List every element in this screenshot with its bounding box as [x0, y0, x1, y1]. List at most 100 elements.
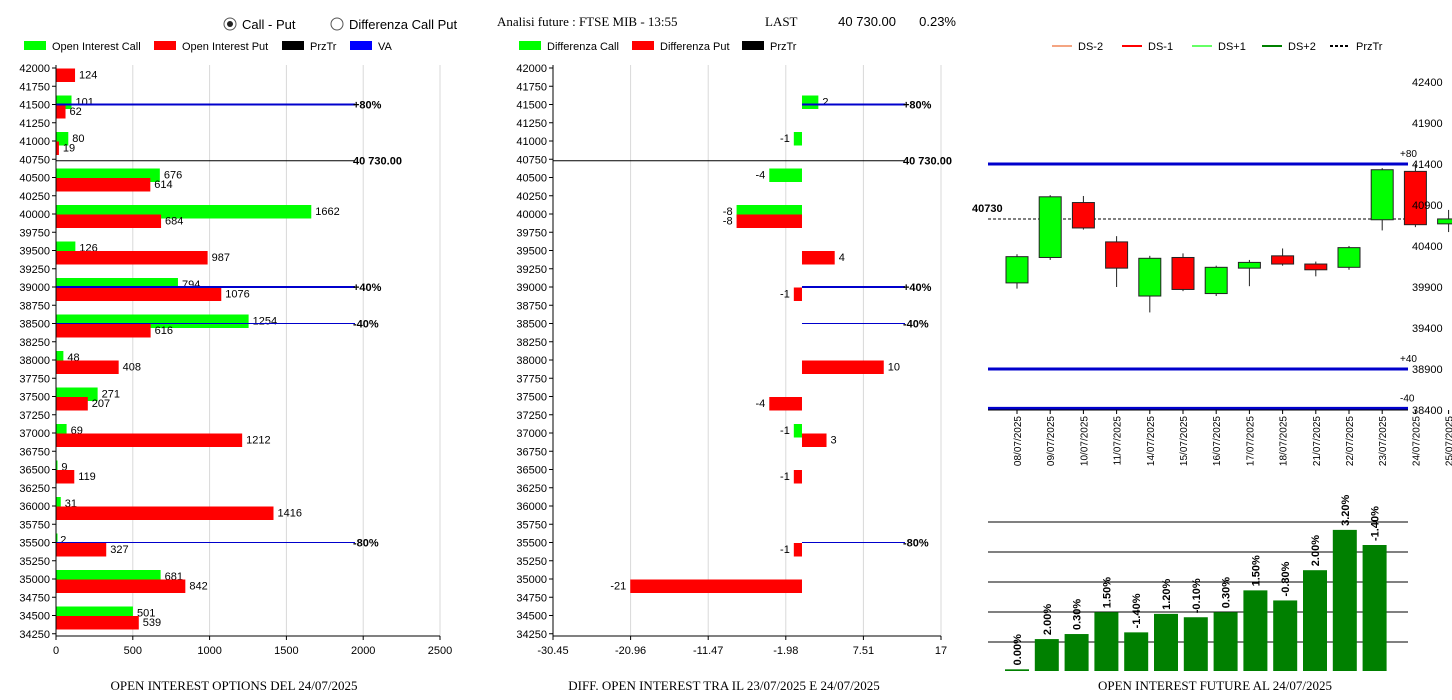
y-tick-label: 41250 — [516, 118, 547, 130]
candle-body — [1204, 266, 1228, 295]
call-bar — [56, 460, 58, 474]
y-tick-label: 38750 — [19, 300, 50, 312]
radio-button-icon[interactable] — [330, 17, 344, 31]
put-bar — [56, 470, 75, 484]
y-tick-label: 41000 — [516, 136, 547, 148]
put-bar — [56, 579, 186, 593]
y-tick-label: 35000 — [516, 574, 547, 586]
x-tick-label: 10/07/2025 — [1079, 416, 1090, 466]
call-value-label: -1 — [780, 425, 790, 437]
radio-differenza-label: Differenza Call Put — [349, 17, 458, 32]
candlestick-candles — [1005, 164, 1452, 313]
oi-options-legend: Open Interest Call Open Interest Put PrzTr… — [24, 41, 393, 53]
call-bar — [56, 351, 64, 365]
candle-body — [1437, 218, 1452, 225]
legend-swatch — [519, 41, 541, 50]
call-bar — [769, 168, 802, 182]
radio-call-put[interactable]: Call - Put — [223, 17, 296, 32]
y-tick-label: 41500 — [19, 100, 50, 112]
y-tick-label: 38000 — [516, 355, 547, 367]
y-tick-label: 40750 — [516, 154, 547, 166]
y-tick-label: 41500 — [516, 100, 547, 112]
level-label: -80% — [903, 538, 929, 550]
future-bar — [1273, 600, 1298, 671]
level-label: -40% — [353, 319, 379, 331]
x-tick-label: 22/07/2025 — [1345, 416, 1356, 466]
future-bar-label: -0.80% — [1280, 561, 1292, 596]
put-bar — [801, 251, 835, 265]
call-value-label: -8 — [723, 206, 733, 218]
oi-options-title: OPEN INTEREST OPTIONS DEL 24/07/2025 — [111, 678, 358, 693]
oi-options-x-ticks: 0 500 1000 1500 2000 2500 — [53, 636, 452, 657]
x-tick-label: 2000 — [351, 645, 375, 657]
put-bar — [56, 397, 88, 411]
header: Call - Put Differenza Call Put Analisi f… — [223, 14, 956, 32]
y-tick-label: 35750 — [516, 519, 547, 531]
put-bar — [56, 616, 139, 630]
future-bar — [1064, 634, 1089, 671]
put-bar — [793, 543, 802, 557]
diff-oi-bars: 2 -1 -4 -8-8 4 -1 10 -4 -1 3 -1 -1 -21 — [610, 95, 900, 593]
call-bar — [793, 132, 802, 146]
radio-dot-icon — [227, 21, 233, 27]
legend-label: Open Interest Call — [52, 41, 141, 53]
y-tick-label: 40000 — [516, 209, 547, 221]
level-label: -40% — [903, 319, 929, 331]
future-bar-label: 2.00% — [1042, 604, 1054, 635]
future-bar — [1005, 669, 1029, 671]
y-tick-label: 37250 — [19, 410, 50, 422]
call-value-label: 271 — [102, 389, 120, 401]
x-tick-label: 16/07/2025 — [1212, 416, 1223, 466]
legend-label: DS+1 — [1218, 41, 1246, 53]
x-tick-label: 08/07/2025 — [1013, 416, 1024, 466]
put-value-label: 1416 — [277, 508, 301, 520]
y-tick-label: 36750 — [516, 446, 547, 458]
x-tick-label: 2500 — [428, 645, 452, 657]
candlestick-legend: DS-2 DS-1 DS+1 DS+2 PrzTr — [1052, 41, 1383, 53]
legend-label: VA — [378, 41, 393, 53]
candle-body — [1005, 256, 1029, 284]
x-tick-label: 1500 — [274, 645, 298, 657]
future-bar — [1094, 612, 1119, 671]
put-bar — [56, 105, 66, 119]
x-tick-label: 500 — [124, 645, 142, 657]
put-value-label: 207 — [92, 398, 110, 410]
last-label: LAST — [765, 14, 798, 29]
x-tick-label: 25/07/2025 — [1445, 416, 1452, 466]
radio-differenza[interactable]: Differenza Call Put — [330, 17, 458, 32]
y-tick-label: 36250 — [516, 483, 547, 495]
call-value-label: -1 — [780, 133, 790, 145]
put-value-label: -21 — [610, 581, 626, 593]
put-value-label: 62 — [70, 106, 82, 118]
future-bar-label: 1.50% — [1101, 577, 1113, 608]
oi-future-bars: 0.00% 2.00% 0.30% 1.50% -1.40% 1.20% -0.10% 0.3… — [1005, 494, 1387, 671]
x-tick-label: 23/07/2025 — [1378, 416, 1389, 466]
put-value-label: 124 — [79, 70, 97, 82]
legend-swatch — [282, 41, 304, 50]
y-tick-label: 35750 — [19, 519, 50, 531]
future-bar — [1183, 617, 1208, 671]
future-bar — [1154, 613, 1178, 671]
oi-options-chart: Open Interest Call Open Interest Put PrzTr… — [19, 41, 452, 693]
call-value-label: 676 — [164, 170, 182, 182]
call-bar — [56, 533, 58, 547]
future-bar — [1034, 639, 1059, 671]
level-label: -40 — [1400, 393, 1415, 404]
y-tick-label: 40500 — [19, 173, 50, 185]
put-value-label: 614 — [154, 179, 172, 191]
put-bar — [56, 433, 243, 447]
put-bar — [801, 360, 884, 374]
y-tick-label: 37250 — [516, 410, 547, 422]
put-bar — [56, 251, 208, 265]
put-value-label: 19 — [63, 143, 75, 155]
candle-body — [1370, 169, 1394, 221]
level-label: +80% — [353, 100, 382, 112]
y-tick-label: 34500 — [516, 611, 547, 623]
y-tick-label: 40250 — [19, 191, 50, 203]
put-value-label: -1 — [780, 471, 790, 483]
put-bar — [736, 214, 802, 228]
future-bar-label: 3.20% — [1340, 494, 1352, 525]
candle-body — [1271, 255, 1295, 265]
candle-body — [1138, 257, 1162, 297]
